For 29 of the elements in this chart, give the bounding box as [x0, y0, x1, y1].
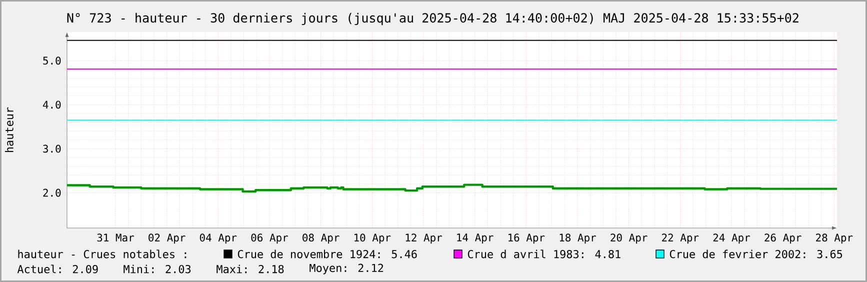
x-tick-label: 08 Apr [302, 234, 340, 244]
text: Moyen: 2.12 [310, 264, 384, 274]
text: hauteur - Crues notables : [18, 250, 186, 258]
x-tick-label: 10 Apr [354, 234, 391, 244]
x-tick-label: 24 Apr [713, 234, 750, 244]
x-tick-label: 02 Apr [148, 234, 186, 244]
x-tick-label: 14 Apr [457, 234, 494, 244]
y-tick-label: 3.0 [43, 144, 61, 153]
x-tick-label: 18 Apr [560, 234, 596, 244]
x-tick-label: 20 Apr [610, 234, 648, 244]
chart-title: N° 723 - hauteur - 30 derniers jours (jusqu'au 2025-04-28 14:40:00+02) MAJ 2025-04-28 15:33:55+02 [67, 12, 798, 26]
legend-label: Crue d avril 1983: 4.81 [468, 250, 620, 258]
x-tick-label: 26 Apr [764, 234, 802, 244]
x-tick-label: 22 Apr [662, 234, 699, 244]
y-axis-title: hauteur [4, 107, 14, 152]
x-tick-label: 28 Apr [816, 234, 853, 244]
x-tick-label: 12 Apr [406, 234, 442, 244]
text: Actuel: 2.09 [17, 264, 98, 274]
text: Maxi: 2.18 [216, 264, 284, 274]
y-tick-label: 5.0 [43, 56, 61, 65]
x-tick-label: 31 Mar [97, 234, 134, 242]
x-tick-label: 06 Apr [251, 234, 288, 244]
legend-label: Crue de fevrier 2002: 3.65 [670, 250, 842, 258]
x-tick-label: 16 Apr [508, 234, 545, 244]
text: Mini: 2.03 [124, 264, 191, 274]
y-tick-label: 4.0 [42, 100, 61, 109]
x-tick-label: 04 Apr [200, 234, 237, 244]
legend-label: Crue de novembre 1924: 5.46 [238, 250, 417, 258]
y-tick-label: 2.0 [43, 188, 61, 197]
